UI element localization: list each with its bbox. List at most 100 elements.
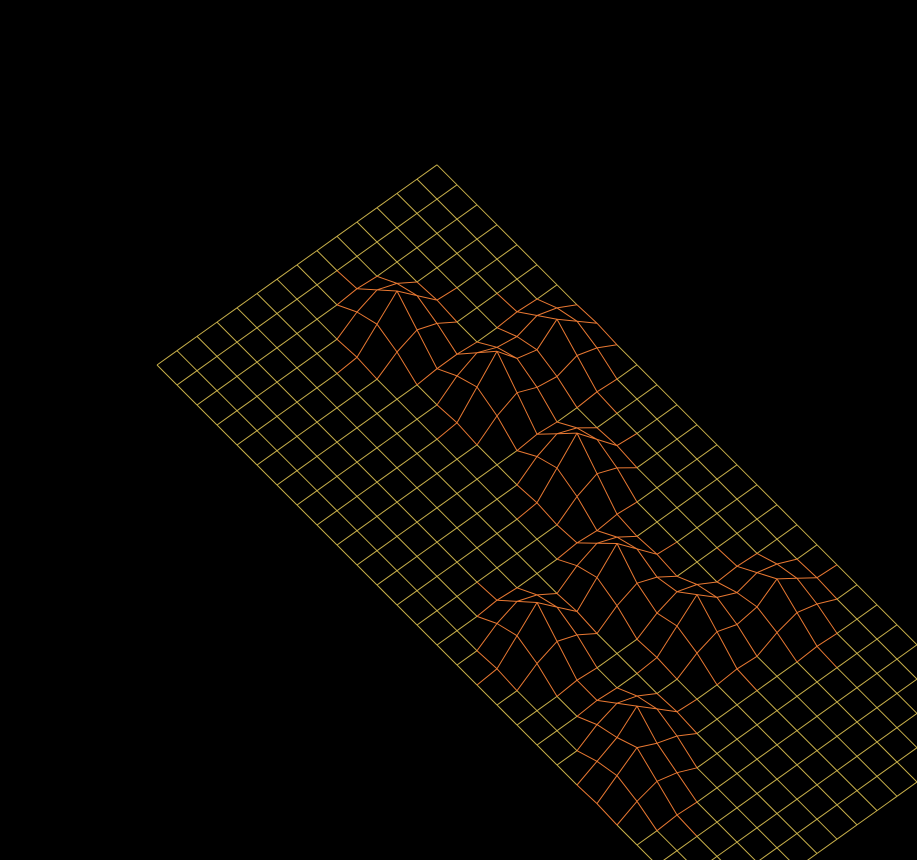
peak-edge — [537, 316, 557, 320]
grid-line-row — [737, 519, 757, 533]
grid-line-row — [497, 519, 517, 533]
grid-line-col — [417, 419, 437, 439]
grid-line-col — [897, 659, 917, 679]
peak-edge — [597, 392, 617, 414]
grid-line-col — [817, 819, 837, 839]
grid-line-row — [677, 562, 697, 576]
grid-line-col — [897, 728, 917, 748]
peak-edge — [357, 324, 377, 357]
grid-line-col — [377, 448, 397, 468]
grid-line-col — [377, 516, 397, 536]
peak-edge — [677, 712, 697, 734]
peak-edge — [577, 761, 597, 785]
grid-line-row — [477, 225, 497, 239]
grid-line-col — [837, 702, 857, 722]
grid-line-col — [437, 645, 457, 665]
peak-edge — [697, 632, 717, 653]
grid-line-col — [497, 225, 517, 245]
grid-line-row — [877, 762, 897, 776]
peak-edge — [437, 323, 457, 354]
grid-line-col — [417, 556, 437, 576]
grid-line-col — [717, 513, 737, 533]
grid-line-col — [757, 519, 777, 539]
grid-line-row — [517, 539, 537, 553]
grid-line-col — [857, 756, 877, 776]
grid-line-col — [517, 245, 537, 265]
grid-line-row — [477, 259, 497, 273]
peak-edge — [737, 553, 757, 566]
grid-line-col — [257, 396, 277, 416]
peak-edge — [497, 601, 517, 623]
grid-line-col — [397, 502, 417, 522]
grid-line-row — [277, 436, 297, 450]
grid-line-row — [197, 356, 217, 370]
grid-line-row — [857, 708, 877, 722]
grid-line-col — [257, 328, 277, 348]
peak-edge — [557, 641, 577, 680]
grid-line-row — [477, 293, 497, 307]
grid-line-col — [257, 465, 277, 485]
peak-edge — [597, 348, 617, 379]
grid-line-col — [717, 685, 737, 705]
grid-line-col — [677, 679, 697, 699]
grid-line-col — [357, 394, 377, 414]
grid-line-col — [417, 454, 437, 474]
peak-edge — [477, 416, 497, 445]
peak-edge — [637, 694, 657, 697]
grid-line-row — [897, 713, 917, 727]
grid-line-row — [417, 439, 437, 453]
grid-line-col — [317, 388, 337, 408]
peak-edge — [657, 613, 677, 626]
peak-edge — [577, 634, 597, 635]
grid-line-row — [337, 428, 357, 442]
grid-line-col — [437, 268, 457, 288]
grid-line-col — [717, 719, 737, 739]
grid-line-col — [457, 288, 477, 308]
grid-line-col — [777, 711, 797, 731]
grid-line-col — [437, 165, 457, 185]
grid-line-col — [457, 185, 477, 205]
grid-line-row — [417, 542, 437, 556]
grid-line-row — [837, 653, 857, 667]
grid-line-row — [457, 651, 477, 665]
grid-line-row — [457, 548, 477, 562]
peak-edge — [597, 700, 617, 703]
grid-line-col — [417, 522, 437, 542]
peak-edge — [337, 271, 357, 289]
grid-line-col — [277, 451, 297, 471]
grid-line-row — [697, 788, 717, 802]
grid-line-col — [657, 831, 677, 851]
grid-line-col — [437, 576, 457, 596]
grid-line-row — [717, 774, 737, 788]
peak-edge — [497, 600, 517, 601]
peak-edge — [397, 291, 417, 330]
grid-line-row — [297, 251, 317, 265]
grid-line-row — [857, 776, 877, 790]
peak-edge — [477, 342, 497, 347]
grid-line-col — [657, 419, 677, 439]
peak-edge — [637, 801, 657, 830]
grid-line-col — [377, 482, 397, 502]
grid-line-row — [557, 751, 577, 765]
grid-line-row — [497, 554, 517, 568]
peak-edge — [377, 276, 397, 283]
peak-edge — [657, 592, 677, 613]
peak-edge — [577, 392, 597, 408]
peak-edge — [417, 330, 437, 369]
grid-line-col — [457, 494, 477, 514]
grid-line-col — [617, 345, 637, 365]
grid-line-row — [697, 856, 717, 860]
grid-line-row — [837, 756, 857, 770]
grid-line-col — [517, 554, 537, 574]
grid-line-row — [617, 674, 637, 688]
peak-edge — [717, 669, 737, 685]
grid-line-row — [457, 479, 477, 493]
grid-line-row — [357, 414, 377, 428]
grid-line-row — [877, 796, 897, 810]
grid-line-row — [757, 539, 777, 553]
grid-line-row — [257, 416, 277, 430]
peak-edge — [657, 577, 677, 592]
grid-line-col — [317, 422, 337, 442]
peak-edge — [637, 577, 657, 583]
grid-line-col — [237, 342, 257, 362]
